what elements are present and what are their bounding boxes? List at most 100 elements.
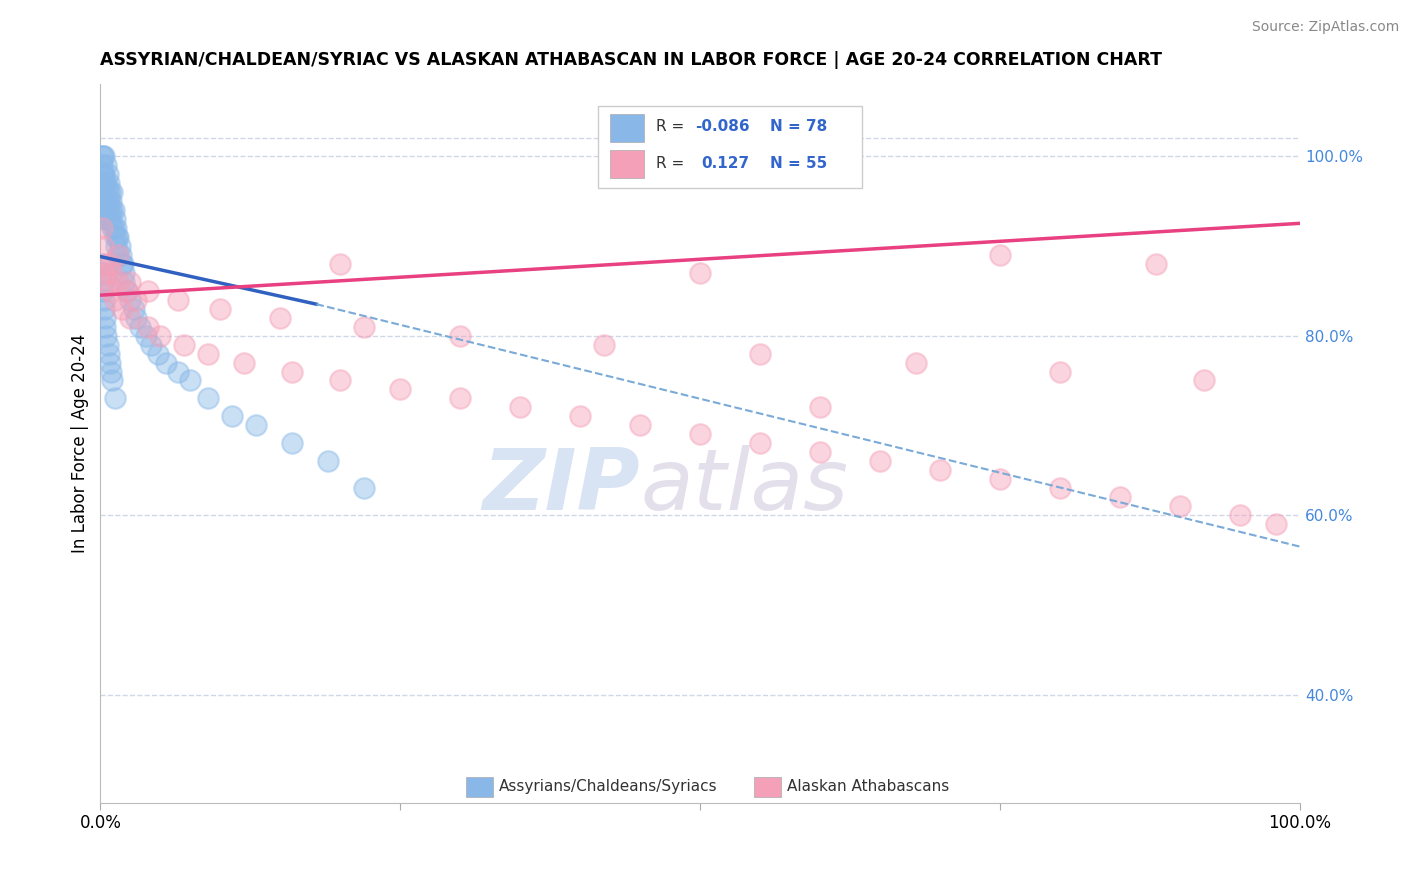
Point (138, 284, 160, 298)
Point (96, 202, 118, 217)
Point (389, 383, 412, 397)
FancyBboxPatch shape (467, 777, 492, 797)
Point (197, 346, 219, 360)
Point (98, 257, 121, 271)
Point (94, 319, 117, 334)
Point (167, 364, 190, 378)
Text: N = 55: N = 55 (769, 156, 827, 170)
Point (173, 337, 195, 351)
Point (115, 284, 138, 298)
Point (221, 409, 243, 424)
Point (104, 220, 127, 235)
FancyBboxPatch shape (610, 150, 644, 178)
Point (107, 275, 129, 289)
Point (197, 392, 219, 406)
Point (1168, 500, 1191, 514)
Point (628, 418, 651, 433)
Point (125, 310, 148, 325)
Point (104, 392, 127, 406)
Point (108, 239, 131, 253)
Point (93, 149, 115, 163)
Text: ASSYRIAN/CHALDEAN/SYRIAC VS ALASKAN ATHABASCAN IN LABOR FORCE | AGE 20-24 CORREL: ASSYRIAN/CHALDEAN/SYRIAC VS ALASKAN ATHA… (100, 51, 1163, 69)
Point (91, 185, 114, 199)
Point (101, 185, 124, 199)
Point (329, 257, 352, 271)
Point (91, 284, 114, 298)
Point (179, 374, 201, 388)
Point (808, 445, 831, 459)
Point (96, 194, 118, 208)
Point (93, 167, 115, 181)
Point (449, 392, 471, 406)
Point (749, 346, 772, 360)
Point (593, 337, 616, 351)
Point (1049, 364, 1071, 378)
Point (101, 202, 124, 217)
Point (96, 211, 118, 226)
Point (90, 257, 112, 271)
Point (96, 337, 118, 351)
Point (101, 266, 124, 280)
Point (112, 257, 135, 271)
Point (90, 167, 112, 181)
Point (120, 275, 142, 289)
Point (96, 158, 118, 172)
Text: Alaskan Athabascans: Alaskan Athabascans (786, 780, 949, 794)
Point (1192, 374, 1215, 388)
Point (101, 220, 124, 235)
Point (94, 211, 117, 226)
Point (269, 310, 291, 325)
Text: ZIP: ZIP (482, 445, 640, 528)
Point (129, 319, 152, 334)
Point (97, 346, 120, 360)
Point (245, 418, 267, 433)
Point (353, 481, 375, 495)
Point (98, 202, 121, 217)
Point (1049, 481, 1071, 495)
Text: R =: R = (655, 156, 693, 170)
Point (111, 257, 134, 271)
Point (749, 436, 772, 450)
Point (91, 239, 114, 253)
Point (90, 266, 112, 280)
Point (689, 266, 711, 280)
FancyBboxPatch shape (610, 114, 644, 142)
Point (98, 185, 121, 199)
Point (111, 301, 134, 316)
Point (1229, 508, 1251, 523)
Point (808, 401, 831, 415)
Point (93, 194, 115, 208)
Point (329, 374, 352, 388)
Point (104, 229, 127, 244)
Point (93, 293, 115, 307)
Point (115, 284, 138, 298)
Point (149, 328, 172, 343)
Point (97, 176, 120, 190)
Point (905, 355, 928, 369)
Point (120, 310, 142, 325)
Text: 0.127: 0.127 (702, 156, 749, 170)
Point (107, 229, 129, 244)
Point (103, 202, 125, 217)
Point (1109, 490, 1132, 504)
Point (91, 149, 114, 163)
Point (104, 239, 127, 253)
Point (509, 401, 531, 415)
Point (98, 284, 121, 298)
Point (94, 257, 117, 271)
Point (97, 211, 120, 226)
Point (100, 194, 122, 208)
Point (281, 364, 304, 378)
Point (155, 355, 177, 369)
Point (90, 158, 112, 172)
Text: -0.086: -0.086 (696, 119, 749, 134)
Point (138, 319, 160, 334)
Point (125, 293, 148, 307)
Point (112, 266, 135, 280)
Text: Source: ZipAtlas.com: Source: ZipAtlas.com (1251, 20, 1399, 34)
Point (103, 220, 125, 235)
Point (91, 275, 114, 289)
Point (135, 328, 157, 343)
Text: atlas: atlas (640, 445, 848, 528)
Point (689, 427, 711, 442)
